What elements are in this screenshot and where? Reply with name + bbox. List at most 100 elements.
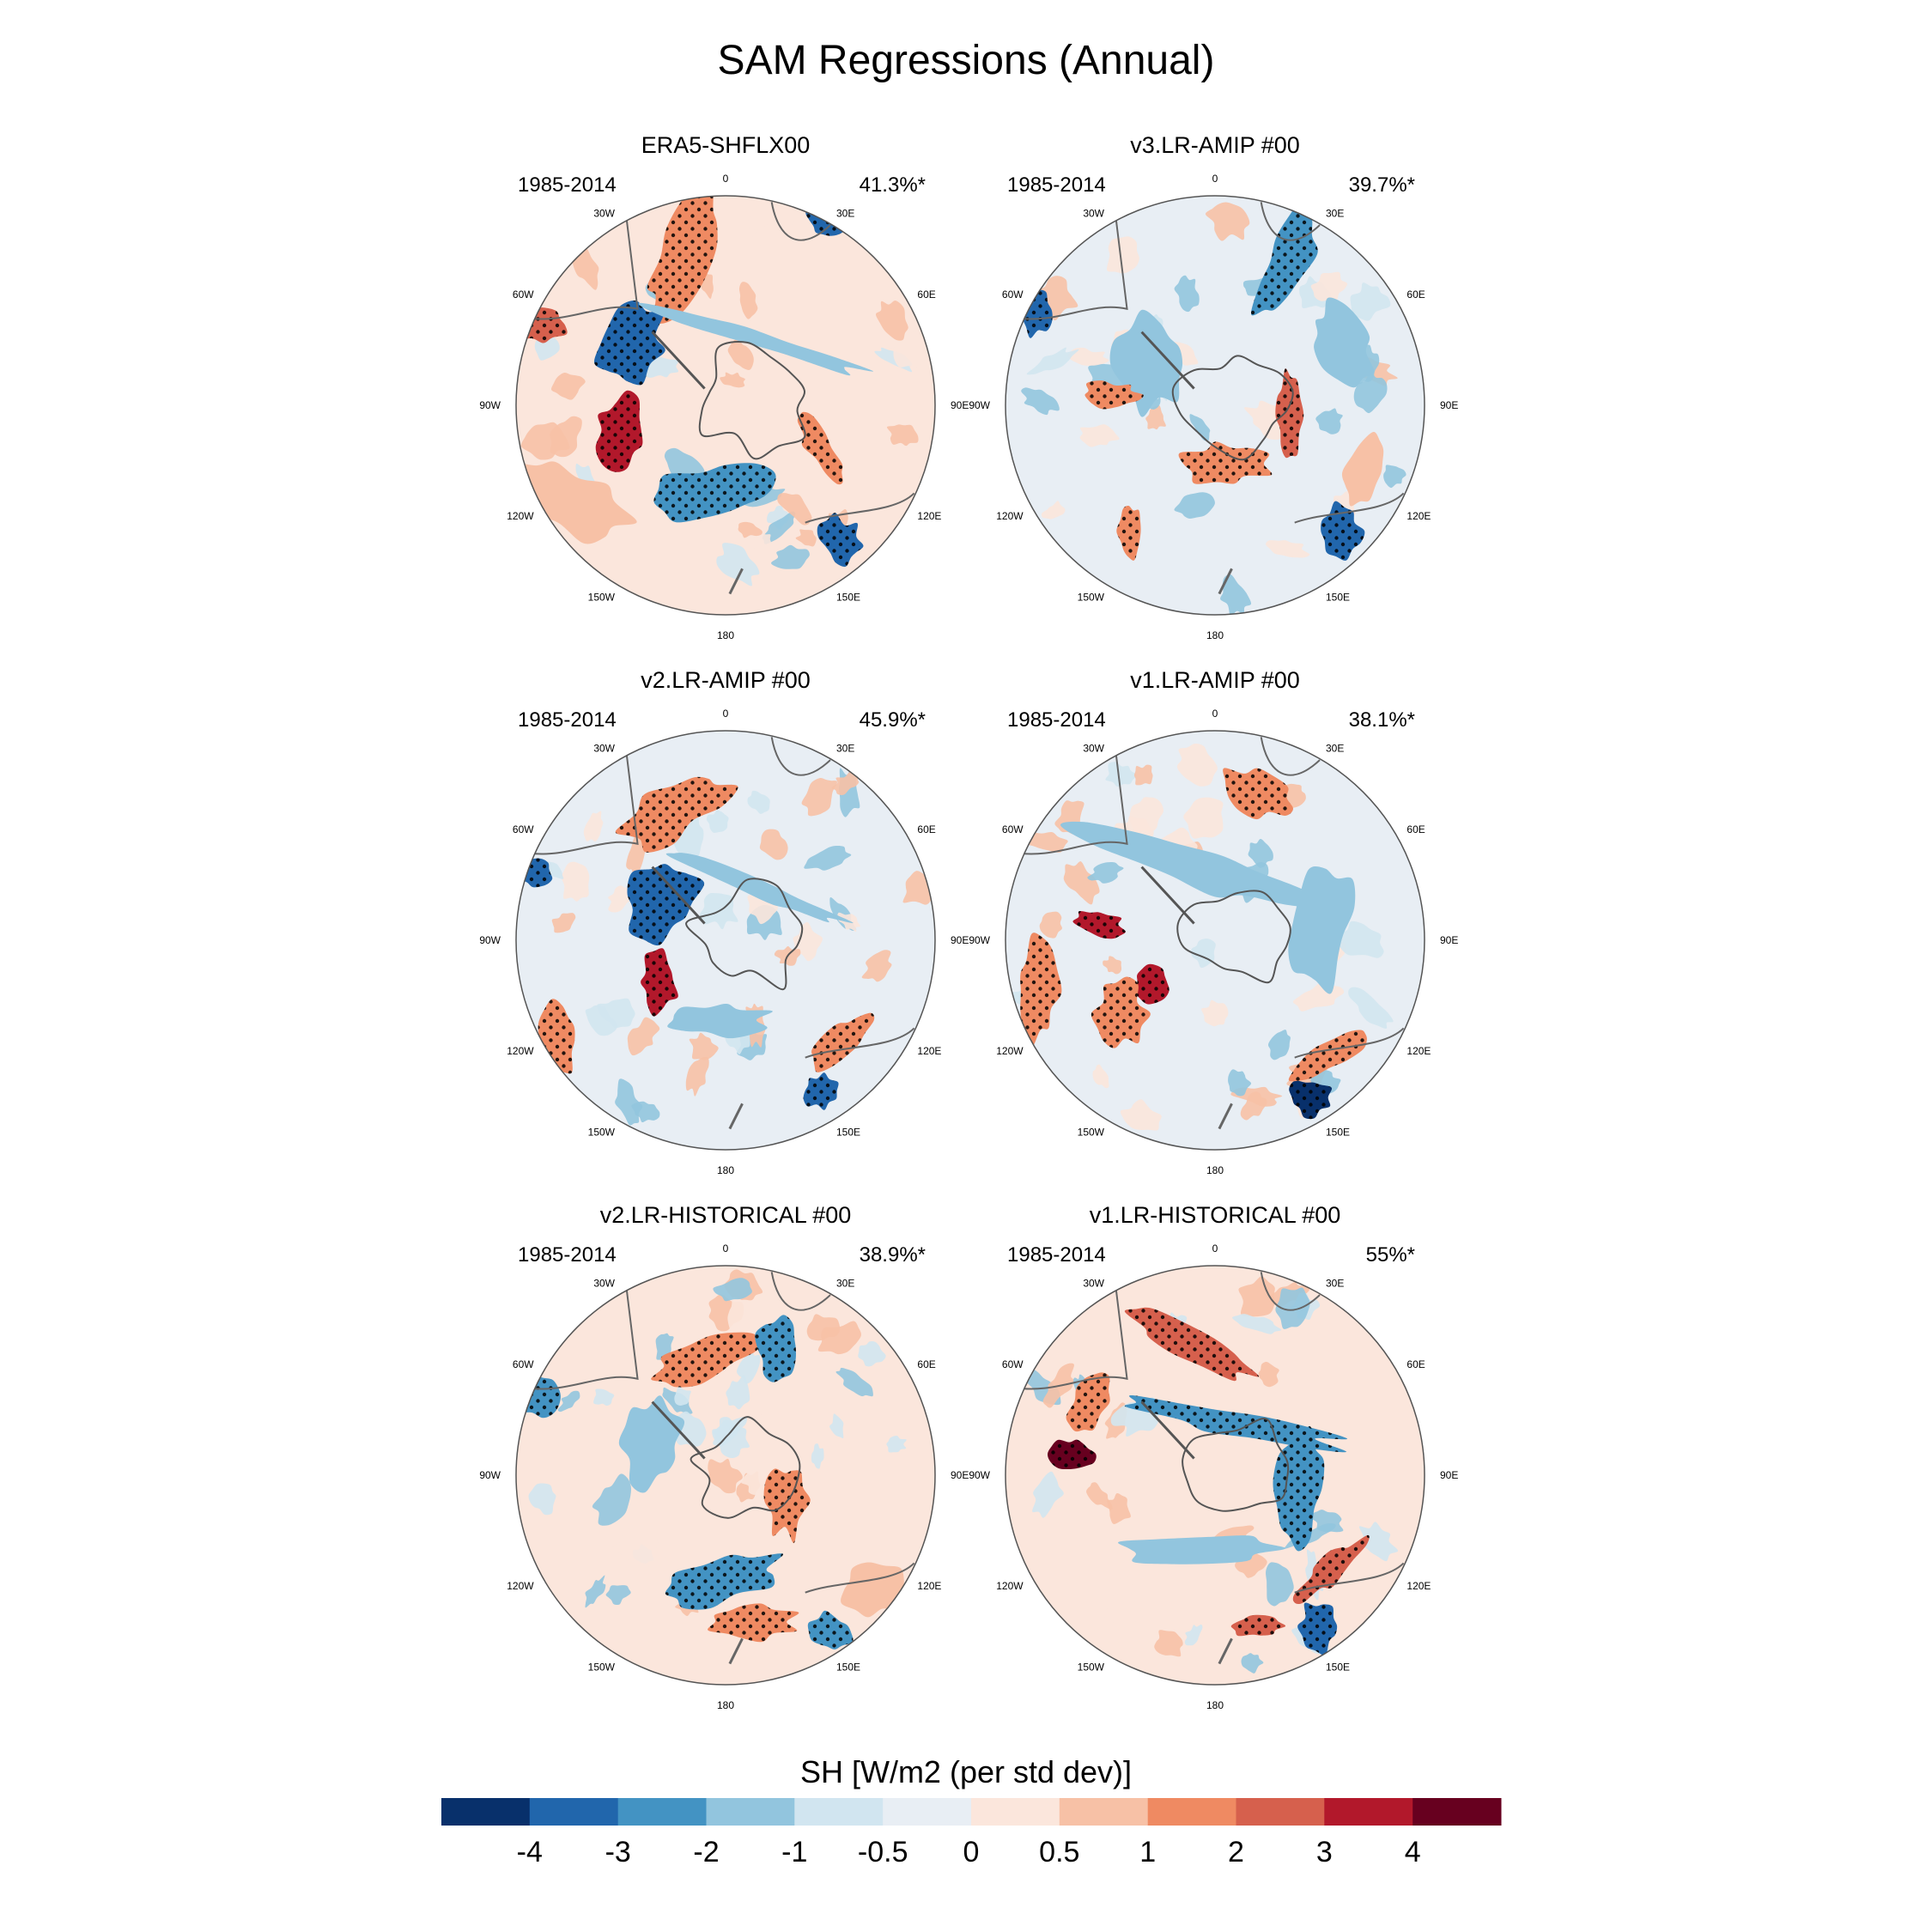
map-boundary [515, 1265, 936, 1686]
anomaly-patch [749, 1642, 769, 1660]
anomaly-patch [1129, 797, 1164, 834]
anomaly-patch [811, 1443, 824, 1469]
longitude-label: 120W [507, 510, 534, 522]
significance-stipple [807, 1610, 854, 1649]
significance-stipple [665, 1553, 784, 1610]
longitude-label: 120W [996, 1580, 1024, 1592]
anomaly-patch [1103, 1595, 1144, 1633]
map-panel: 0 30E 60E 90E 120E 150E 180 150W 120W 90W 60W 30W v3… [969, 132, 1458, 641]
longitude-label: 120E [1406, 1580, 1431, 1592]
longitude-label: 30W [1083, 208, 1104, 220]
colorbar-tick-label: -4 [517, 1836, 543, 1868]
significance-stipple [1251, 196, 1318, 316]
colorbar-swatch [529, 1798, 619, 1826]
colorbar-swatch [794, 1798, 884, 1826]
longitude-label: 90E [951, 399, 969, 411]
panel-title: v1.LR-AMIP #00 [1130, 667, 1300, 693]
longitude-label: 150W [1078, 1126, 1105, 1138]
anomaly-patch [886, 1436, 907, 1453]
longitude-label: 60E [917, 289, 935, 301]
anomaly-patch [1205, 202, 1250, 241]
antarctica-coastline [1171, 355, 1294, 461]
anomaly-patch [627, 1017, 660, 1056]
anomaly-patch [1110, 1574, 1134, 1600]
colorbar-swatch [1147, 1798, 1236, 1826]
significance-stipple [651, 1332, 761, 1388]
south-america-coastline [1012, 206, 1128, 320]
anomaly-patch [1228, 1069, 1252, 1097]
anomaly-patch [1092, 1064, 1109, 1089]
anomaly-patch [605, 1585, 631, 1606]
significance-stipple [817, 513, 864, 568]
anomaly-patch [611, 1528, 666, 1568]
anomaly-patch [727, 338, 754, 370]
significance-stipple [1072, 911, 1126, 939]
anomaly-field [516, 196, 935, 615]
anomaly-patch [1266, 540, 1310, 558]
anomaly-patch [557, 1390, 580, 1413]
longitude-label: 120E [917, 1045, 941, 1057]
anomaly-patch [1106, 236, 1139, 274]
anomaly-patch [1315, 408, 1343, 434]
anomaly-patch [1154, 1630, 1183, 1657]
significance-stipple [708, 1603, 799, 1643]
longitude-label: 30W [593, 1278, 615, 1290]
colorbar-tick-label: -1 [781, 1836, 807, 1868]
anomaly-patch [740, 1410, 763, 1430]
anomaly-patch [1086, 1482, 1113, 1510]
colorbar-swatch [706, 1798, 795, 1826]
longitude-label: 60W [513, 289, 534, 301]
longitude-label: 30E [1326, 1278, 1344, 1290]
africa-coastline [770, 1272, 831, 1311]
colorbar-title: SH [W/m2 (per std dev)] [800, 1754, 1132, 1789]
anomaly-patch [902, 871, 933, 905]
peninsula-coastline [651, 331, 706, 390]
antarctica-coastline [685, 878, 804, 991]
significance-stipple [1289, 1080, 1333, 1120]
longitude-label: 60W [513, 823, 534, 835]
anomaly-patch [1036, 276, 1078, 321]
map-boundary [515, 195, 936, 616]
antarctica-coastline [1176, 890, 1291, 984]
longitude-label: 120E [1406, 1045, 1431, 1057]
new-zealand-coastline [1218, 1103, 1233, 1130]
significance-stipple [1275, 368, 1304, 459]
anomaly-patch [1091, 1437, 1120, 1466]
anomaly-patch [516, 461, 637, 544]
anomaly-patch [597, 998, 635, 1029]
colorbar-swatch [883, 1798, 972, 1826]
africa-coastline [770, 737, 831, 776]
panel-period: 1985-2014 [1007, 1243, 1106, 1267]
panel-period: 1985-2014 [518, 708, 617, 732]
anomaly-patch [747, 790, 770, 814]
anomaly-patch [585, 1005, 617, 1036]
colorbar-swatch [1059, 1798, 1149, 1826]
anomaly-patch [1103, 956, 1122, 975]
anomaly-patch [1189, 414, 1211, 441]
longitude-label: 180 [717, 629, 734, 641]
anomaly-patch [886, 424, 919, 447]
new-zealand-coastline [728, 568, 744, 595]
longitude-label: 120E [917, 510, 941, 522]
longitude-label: 180 [1206, 629, 1224, 641]
longitude-label: 60W [1002, 823, 1024, 835]
significance-stipple [1223, 768, 1294, 820]
anomaly-patch [804, 845, 852, 871]
colorbar-tick-label: 2 [1228, 1836, 1244, 1868]
colorbar-tick-label: 1 [1139, 1836, 1156, 1868]
longitude-label: 90W [969, 1469, 990, 1481]
anomaly-patch [550, 373, 586, 400]
longitude-label: 60W [1002, 289, 1024, 301]
anomaly-patch [1039, 911, 1062, 939]
colorbar-tick-label: -3 [605, 1836, 631, 1868]
significance-stipple [1084, 380, 1144, 410]
longitude-label: 30W [1083, 1278, 1104, 1290]
anomaly-patch [817, 1321, 861, 1355]
longitude-label: 60W [1002, 1358, 1024, 1370]
significance-stipple [1124, 1394, 1348, 1453]
anomaly-patch [638, 302, 874, 376]
panel-variance: 45.9%* [860, 708, 926, 732]
anomaly-patch [1231, 1314, 1282, 1334]
